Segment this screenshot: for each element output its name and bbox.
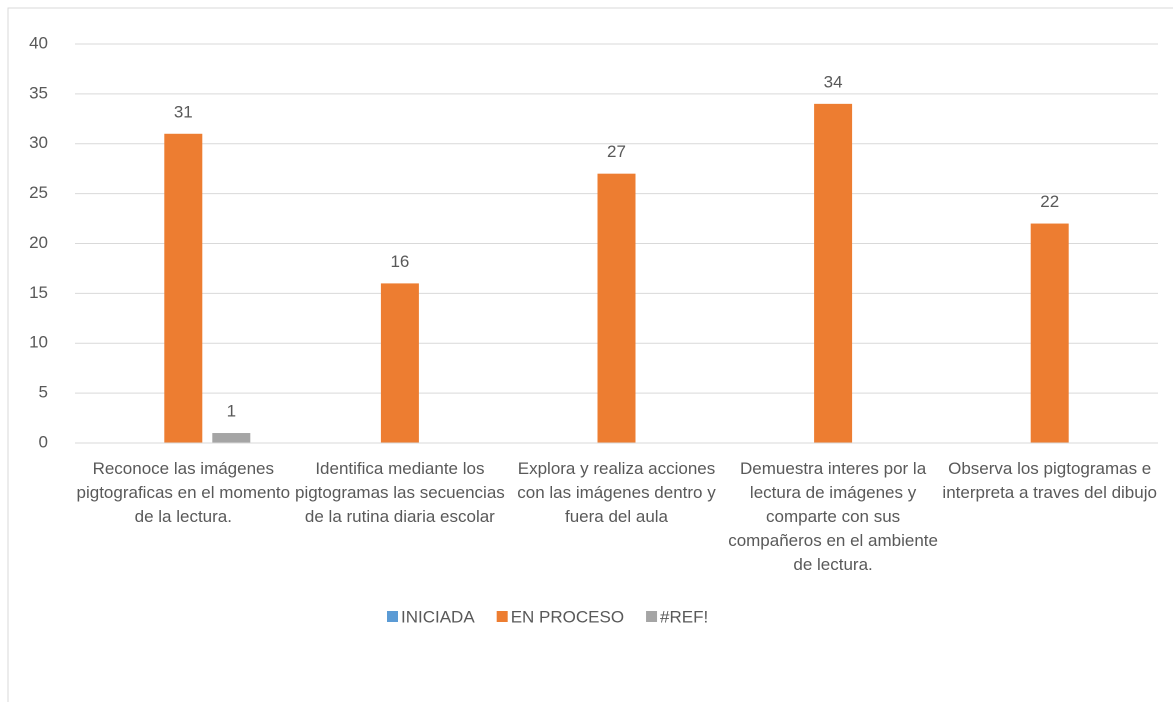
- x-tick-label: Observa los pigtogramas e interpreta a t…: [942, 459, 1157, 502]
- data-label: 1: [227, 402, 236, 421]
- y-tick-label: 5: [39, 383, 48, 402]
- y-tick-label: 10: [29, 333, 48, 352]
- x-tick-label: Explora y realiza acciones con las imáge…: [517, 459, 716, 526]
- data-label: 22: [1040, 192, 1059, 211]
- legend-label: INICIADA: [401, 607, 475, 626]
- data-label: 34: [824, 72, 843, 91]
- bar: [212, 433, 251, 443]
- bar: [1030, 223, 1069, 443]
- y-tick-label: 35: [29, 83, 48, 102]
- y-tick-label: 30: [29, 133, 48, 152]
- y-tick-label: 25: [29, 183, 48, 202]
- legend-swatch: [387, 611, 398, 622]
- bar: [814, 103, 853, 443]
- y-tick-label: 40: [29, 33, 48, 52]
- y-tick-label: 15: [29, 283, 48, 302]
- bar: [380, 283, 419, 443]
- chart-frame: [7, 7, 1173, 702]
- data-label: 31: [174, 102, 193, 121]
- legend-label: EN PROCESO: [511, 607, 624, 626]
- x-tick-label: Demuestra interes por la lectura de imág…: [728, 459, 938, 574]
- x-tick-label: Reconoce las imágenes pigtograficas en e…: [76, 459, 291, 526]
- legend-swatch: [646, 611, 658, 622]
- legend-label: #REF!: [660, 607, 708, 626]
- y-tick-label: 20: [29, 233, 48, 252]
- data-label: 27: [607, 142, 626, 161]
- legend-swatch: [496, 611, 508, 622]
- y-tick-label: 0: [39, 432, 48, 451]
- data-label: 16: [390, 252, 409, 271]
- bar: [597, 173, 636, 444]
- bar: [164, 133, 203, 443]
- x-tick-label: Identifica mediante los pigtogramas las …: [295, 459, 505, 526]
